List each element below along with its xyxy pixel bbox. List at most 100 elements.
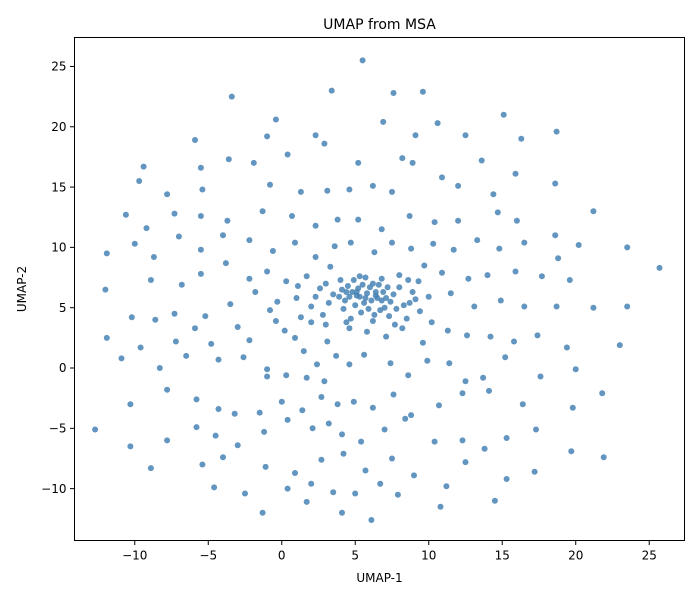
scatter-point: [234, 324, 241, 330]
scatter-point: [383, 295, 390, 301]
scatter-point: [269, 248, 276, 254]
scatter-point: [164, 437, 171, 444]
scatter-point: [430, 240, 437, 247]
scatter-point: [122, 211, 129, 218]
scatter-point: [409, 159, 416, 166]
scatter-point: [140, 163, 147, 170]
scatter-point: [356, 273, 363, 280]
scatter-point: [575, 242, 582, 248]
scatter-point: [355, 216, 362, 223]
scatter-point: [340, 305, 347, 312]
scatter-point: [491, 497, 498, 504]
scatter-point: [215, 356, 222, 363]
scatter-point: [208, 340, 215, 347]
scatter-point: [521, 303, 528, 310]
scatter-point: [462, 132, 469, 139]
scatter-point: [391, 321, 398, 328]
scatter-point: [312, 222, 319, 229]
scatter-point: [350, 398, 357, 405]
scatter-point: [431, 219, 438, 226]
scatter-point: [437, 503, 444, 510]
scatter-point: [264, 133, 271, 140]
scatter-point: [553, 128, 560, 135]
scatter-point: [156, 365, 163, 371]
scatter-point: [464, 332, 470, 339]
scatter-point: [436, 402, 442, 409]
scatter-point: [383, 333, 390, 340]
scatter-point: [369, 318, 376, 324]
scatter-point: [331, 243, 338, 250]
scatter-point: [319, 311, 326, 318]
scatter-point: [396, 272, 403, 279]
scatter-point: [264, 268, 271, 275]
scatter-point: [455, 182, 462, 189]
scatter-point: [656, 264, 663, 271]
scatter-point: [246, 337, 253, 344]
scatter-point: [381, 304, 388, 311]
scatter-point: [199, 461, 206, 468]
scatter-point: [378, 226, 385, 233]
scatter-point: [343, 319, 350, 326]
scatter-point: [312, 293, 319, 300]
scatter-point: [600, 454, 607, 461]
scatter-point: [365, 305, 372, 312]
scatter-point: [358, 309, 365, 316]
scatter-point: [284, 416, 291, 423]
scatter-point: [390, 391, 397, 398]
scatter-point: [381, 426, 388, 433]
scatter-point: [512, 170, 519, 177]
scatter-point: [147, 277, 154, 283]
scatter-point: [474, 237, 481, 244]
scatter-point: [197, 164, 204, 171]
scatter-point: [327, 263, 334, 270]
y-tick-label: −5: [49, 422, 67, 436]
y-tick-label: −10: [41, 482, 66, 496]
scatter-point: [292, 470, 298, 476]
scatter-point: [246, 275, 253, 282]
scatter-point: [281, 327, 288, 334]
scatter-point: [234, 442, 241, 449]
scatter-point: [202, 313, 209, 320]
scatter-point: [293, 295, 300, 301]
scatter-point: [324, 187, 331, 194]
scatter-point: [389, 188, 395, 195]
y-tick-label: 20: [51, 120, 66, 134]
x-tick-label: 25: [642, 549, 657, 563]
scatter-point: [406, 213, 413, 219]
data-points: [92, 57, 663, 523]
scatter-point: [314, 361, 320, 368]
scatter-point: [261, 428, 268, 435]
scatter-point: [278, 398, 285, 405]
scatter-point: [533, 426, 539, 433]
scatter-point: [131, 240, 138, 247]
scatter-point: [294, 283, 301, 289]
scatter-point: [197, 270, 204, 277]
scatter-point: [566, 277, 573, 283]
scatter-point: [264, 373, 271, 380]
scatter-point: [389, 239, 395, 246]
scatter-point: [322, 280, 329, 287]
scatter-point: [399, 325, 406, 332]
scatter-point: [512, 268, 519, 275]
scatter-point: [312, 254, 319, 260]
scatter-point: [128, 314, 135, 321]
scatter-point: [599, 390, 606, 397]
scatter-point: [439, 174, 445, 181]
scatter-point: [252, 289, 259, 295]
scatter-point: [183, 352, 190, 359]
y-tick-label: 5: [59, 301, 67, 315]
scatter-point: [361, 351, 368, 358]
scatter-point: [390, 291, 397, 298]
scatter-point: [303, 498, 310, 505]
scatter-point: [175, 233, 182, 240]
scatter-point: [283, 278, 290, 285]
scatter-point: [447, 290, 454, 297]
scatter-point: [362, 295, 369, 301]
scatter-point: [362, 467, 369, 474]
scatter-point: [390, 90, 397, 96]
scatter-point: [292, 239, 298, 246]
scatter-point: [352, 490, 359, 497]
scatter-point: [284, 151, 291, 158]
x-tick-label: 10: [421, 549, 436, 563]
scatter-point: [511, 338, 517, 345]
